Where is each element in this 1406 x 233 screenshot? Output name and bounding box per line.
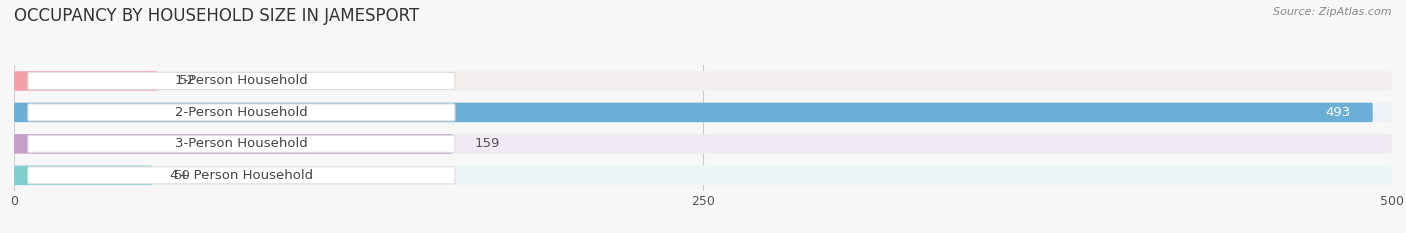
Text: 52: 52 [180, 75, 197, 87]
Text: OCCUPANCY BY HOUSEHOLD SIZE IN JAMESPORT: OCCUPANCY BY HOUSEHOLD SIZE IN JAMESPORT [14, 7, 419, 25]
Text: 50: 50 [174, 169, 191, 182]
Text: 4+ Person Household: 4+ Person Household [170, 169, 314, 182]
FancyBboxPatch shape [14, 71, 1392, 91]
FancyBboxPatch shape [28, 135, 456, 152]
FancyBboxPatch shape [28, 104, 456, 121]
Text: 159: 159 [474, 137, 499, 150]
Text: 1-Person Household: 1-Person Household [174, 75, 308, 87]
Text: 3-Person Household: 3-Person Household [174, 137, 308, 150]
FancyBboxPatch shape [14, 166, 1392, 185]
FancyBboxPatch shape [14, 71, 157, 91]
FancyBboxPatch shape [14, 134, 453, 154]
FancyBboxPatch shape [14, 134, 1392, 154]
FancyBboxPatch shape [14, 166, 152, 185]
FancyBboxPatch shape [28, 167, 456, 184]
FancyBboxPatch shape [14, 103, 1372, 122]
FancyBboxPatch shape [28, 72, 456, 89]
Text: 493: 493 [1326, 106, 1351, 119]
FancyBboxPatch shape [14, 103, 1392, 122]
Text: Source: ZipAtlas.com: Source: ZipAtlas.com [1274, 7, 1392, 17]
Text: 2-Person Household: 2-Person Household [174, 106, 308, 119]
